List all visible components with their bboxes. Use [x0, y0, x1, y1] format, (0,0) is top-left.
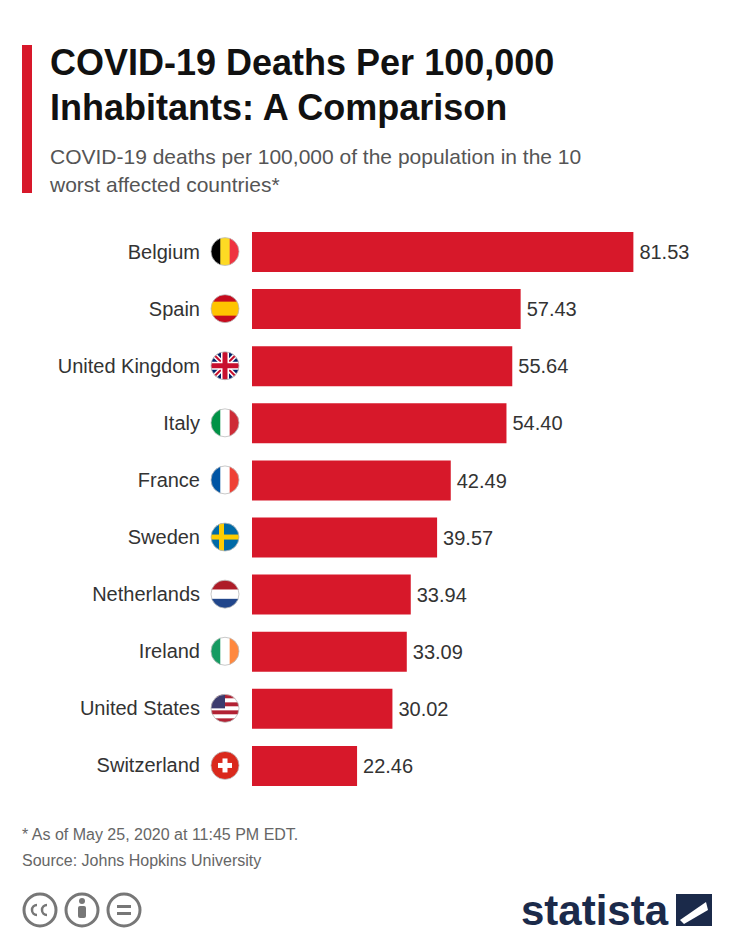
svg-text:81.53: 81.53 — [639, 241, 689, 263]
svg-text:42.49: 42.49 — [457, 470, 507, 492]
svg-text:Italy: Italy — [163, 412, 200, 434]
html-text:COVID-19 deaths per 100,000 of: COVID-19 deaths per 100,000 of the popul… — [50, 145, 582, 196]
html-text:COVID-19 Deaths Per 100,000 In: COVID-19 Deaths Per 100,000 Inhabitants:… — [50, 42, 555, 128]
svg-text:57.43: 57.43 — [527, 298, 577, 320]
svg-text:Netherlands: Netherlands — [92, 583, 200, 605]
svg-text:Switzerland: Switzerland — [97, 754, 200, 776]
svg-text:30.02: 30.02 — [398, 698, 448, 720]
svg-text:statista: statista — [521, 887, 669, 934]
svg-text:33.09: 33.09 — [413, 641, 463, 663]
svg-text:France: France — [138, 469, 200, 491]
html-text:* As of May 25, 2020 at 11:45: * As of May 25, 2020 at 11:45 PM EDT. — [22, 826, 299, 843]
svg-text:Sweden: Sweden — [128, 526, 200, 548]
html-text:Source: Johns Hopkins Universi: Source: Johns Hopkins University — [22, 852, 262, 869]
svg-text:55.64: 55.64 — [518, 355, 568, 377]
svg-text:Belgium: Belgium — [128, 241, 200, 263]
svg-text:33.94: 33.94 — [417, 584, 467, 606]
svg-text:39.57: 39.57 — [443, 527, 493, 549]
svg-text:54.40: 54.40 — [512, 412, 562, 434]
svg-text:United States: United States — [80, 697, 200, 719]
svg-text:Spain: Spain — [149, 298, 200, 320]
svg-text:Ireland: Ireland — [139, 640, 200, 662]
svg-text:United Kingdom: United Kingdom — [58, 355, 200, 377]
svg-text:22.46: 22.46 — [363, 755, 413, 777]
